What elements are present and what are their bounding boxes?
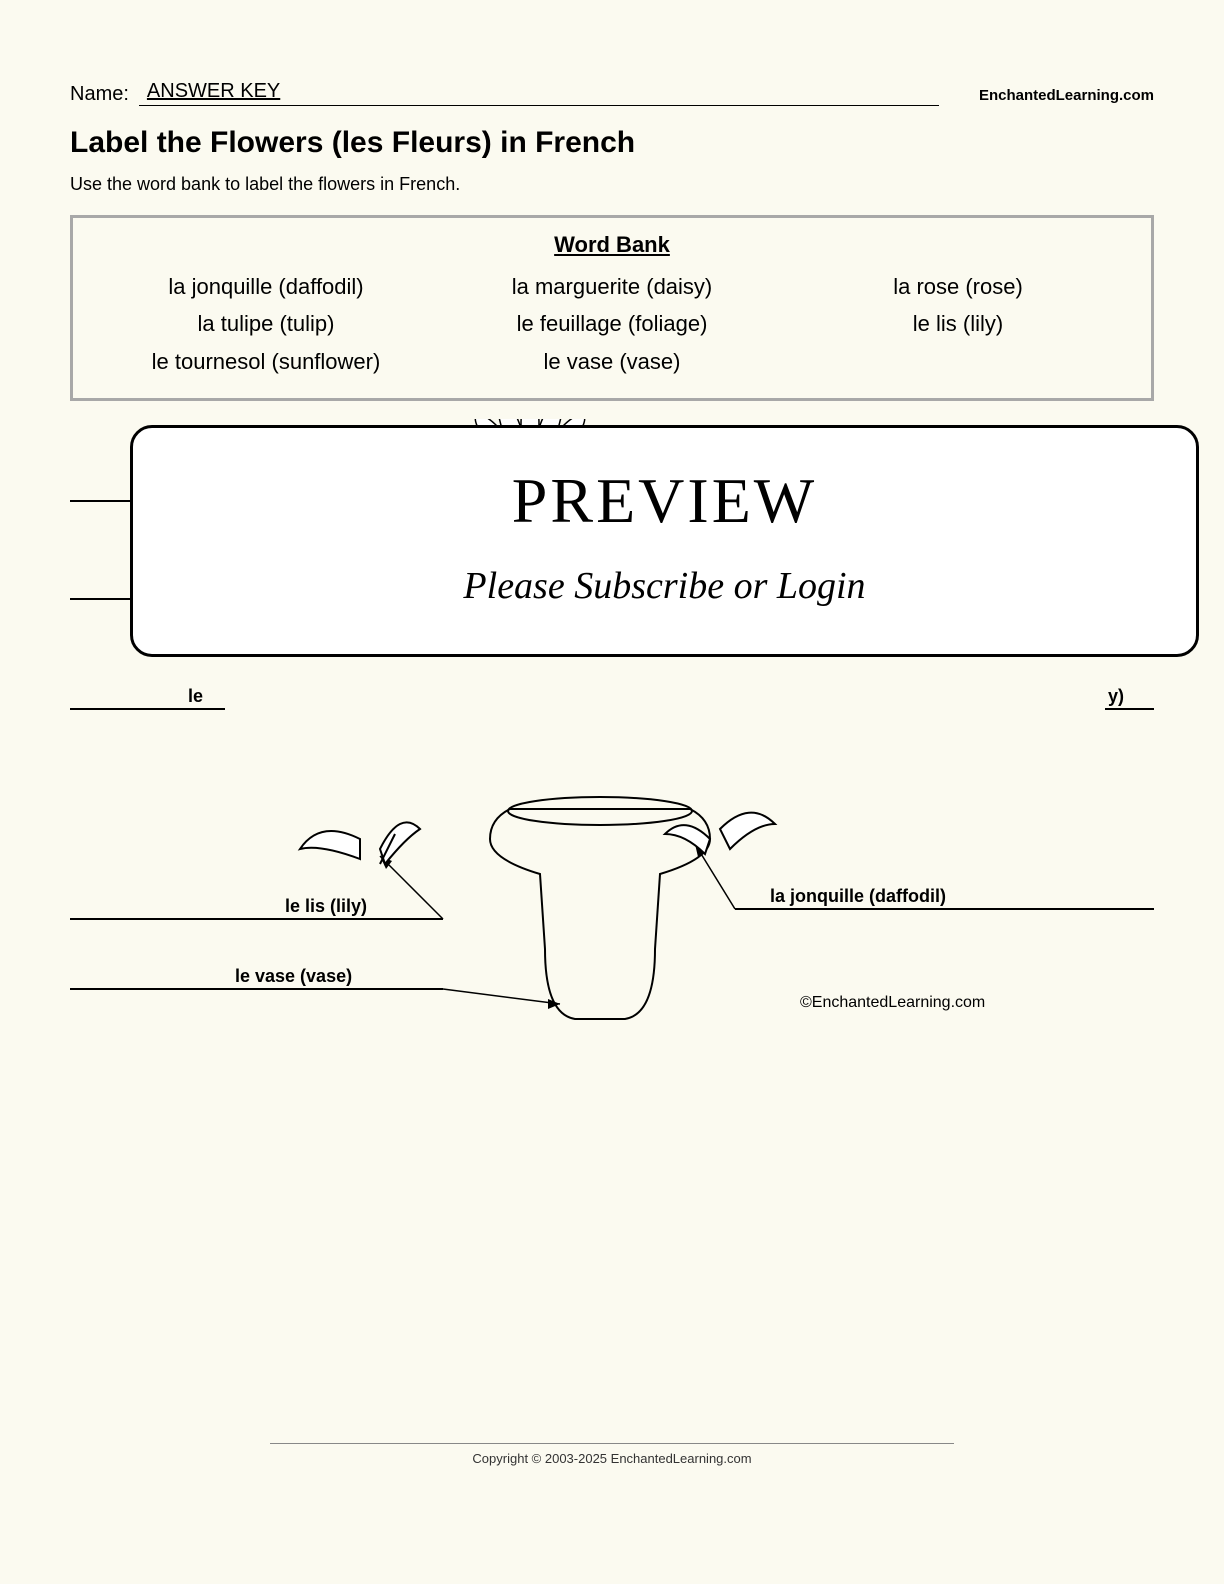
diagram-copyright: ©EnchantedLearning.com	[800, 994, 985, 1012]
wb-item: la marguerite (daisy)	[439, 268, 785, 305]
wb-item: le vase (vase)	[439, 343, 785, 380]
label-daffodil: la jonquille (daffodil)	[770, 886, 946, 907]
word-bank-title: Word Bank	[93, 232, 1131, 258]
word-bank-columns: la jonquille (daffodil) la tulipe (tulip…	[93, 268, 1131, 380]
wb-item: le lis (lily)	[785, 305, 1131, 342]
label-left-mid: le	[188, 686, 203, 707]
wb-item: le feuillage (foliage)	[439, 305, 785, 342]
label-right-mid: y)	[1108, 686, 1124, 707]
wb-item: la jonquille (daffodil)	[93, 268, 439, 305]
header-row: Name: ANSWER KEY EnchantedLearning.com	[70, 80, 1154, 106]
word-bank-col-1: la jonquille (daffodil) la tulipe (tulip…	[93, 268, 439, 380]
word-bank-col-3: la rose (rose) le lis (lily)	[785, 268, 1131, 380]
wb-item: la tulipe (tulip)	[93, 305, 439, 342]
label-lily: le lis (lily)	[285, 896, 367, 917]
preview-title: PREVIEW	[163, 464, 1166, 538]
site-label: EnchantedLearning.com	[979, 87, 1154, 106]
preview-overlay: PREVIEW Please Subscribe or Login	[130, 425, 1199, 657]
instructions: Use the word bank to label the flowers i…	[70, 174, 1154, 195]
label-vase: le vase (vase)	[235, 966, 352, 987]
wb-item: la rose (rose)	[785, 268, 1131, 305]
word-bank-col-2: la marguerite (daisy) le feuillage (foli…	[439, 268, 785, 380]
name-label: Name:	[70, 83, 129, 106]
wb-item: le tournesol (sunflower)	[93, 343, 439, 380]
page-title: Label the Flowers (les Fleurs) in French	[70, 126, 1154, 160]
word-bank: Word Bank la jonquille (daffodil) la tul…	[70, 215, 1154, 401]
preview-subtitle: Please Subscribe or Login	[163, 564, 1166, 608]
footer-divider	[270, 1443, 954, 1444]
footer-copyright: Copyright © 2003-2025 EnchantedLearning.…	[0, 1451, 1224, 1466]
answer-key-text: ANSWER KEY	[139, 80, 939, 106]
